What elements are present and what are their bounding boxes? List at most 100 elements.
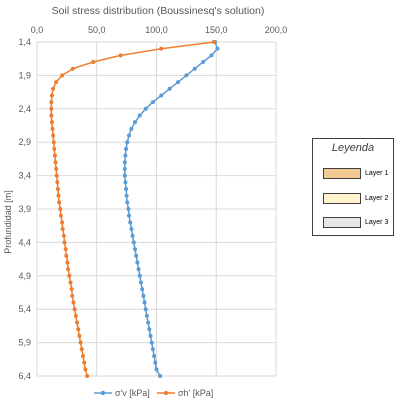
y-tick-label: 2,9 [18, 137, 31, 147]
data-point [85, 374, 90, 378]
data-point [152, 353, 157, 358]
data-point [124, 146, 129, 151]
data-point [82, 360, 87, 365]
layer-3-swatch [323, 217, 361, 228]
layer-2-swatch [323, 193, 361, 204]
x-tick-label: 200,0 [265, 25, 288, 35]
data-point [78, 340, 83, 345]
data-point [128, 220, 133, 225]
data-point [125, 140, 130, 145]
y-tick-label: 5,4 [18, 304, 31, 314]
data-point [56, 193, 61, 198]
data-point [49, 100, 54, 105]
data-point [76, 327, 81, 332]
data-point [209, 53, 214, 58]
data-point [49, 93, 54, 98]
data-point [147, 327, 152, 332]
data-point [211, 40, 216, 44]
data-point [126, 207, 131, 211]
legend-label: σ'v [kPa] [115, 388, 150, 398]
data-point [71, 300, 76, 305]
chart-series [49, 40, 220, 378]
data-point [55, 180, 60, 185]
series-2 [49, 40, 216, 378]
data-point [49, 120, 54, 125]
chart-title: Soil stress distribution (Boussinesq's s… [52, 5, 265, 17]
legend-marker [163, 390, 169, 396]
data-point [158, 374, 163, 378]
data-point [167, 86, 172, 91]
x-tick-label: 50,0 [88, 25, 106, 35]
data-point [81, 353, 86, 358]
y-tick-label: 1,9 [18, 70, 31, 80]
data-point [52, 153, 57, 158]
data-point [64, 253, 69, 258]
data-point [159, 46, 164, 51]
data-point [131, 240, 136, 245]
data-point [69, 287, 74, 292]
chart-legend: σ'v [kPa] σh' [kPa] [94, 388, 213, 398]
chart-grid [36, 41, 277, 377]
data-point [132, 247, 137, 252]
data-point [143, 307, 148, 312]
data-point [75, 320, 80, 325]
data-point [130, 233, 135, 238]
data-point [91, 60, 96, 65]
data-point [154, 367, 159, 372]
data-point [137, 113, 142, 118]
data-point [118, 53, 123, 58]
data-point [54, 80, 59, 85]
data-point [159, 93, 164, 98]
x-axis-ticks: 0,0 50,0 100,0 150,0 200,0 [31, 25, 288, 35]
data-point [49, 113, 54, 118]
data-point [66, 267, 71, 272]
data-point [153, 360, 158, 365]
y-tick-label: 2,4 [18, 104, 31, 114]
data-point [70, 293, 75, 298]
data-point [138, 280, 143, 285]
data-point [122, 166, 127, 171]
data-point [60, 227, 65, 232]
data-point [127, 213, 132, 218]
data-point [149, 340, 154, 345]
data-point [122, 160, 127, 165]
data-point [141, 293, 146, 298]
data-point [150, 347, 155, 352]
data-point [184, 73, 189, 78]
data-point [51, 86, 56, 91]
data-point [61, 233, 66, 238]
data-point [143, 106, 148, 111]
data-point [148, 333, 153, 338]
data-point [192, 66, 197, 71]
layer-2-label: Layer 2 [365, 195, 389, 202]
layer-1-label: Layer 1 [365, 170, 389, 177]
data-point [62, 240, 67, 245]
data-point [129, 126, 134, 131]
y-tick-label: 4,4 [18, 237, 31, 247]
data-point [67, 273, 72, 278]
data-point [137, 273, 142, 278]
y-tick-label: 4,9 [18, 271, 31, 281]
data-point [63, 247, 68, 252]
data-point [60, 220, 65, 225]
data-point [136, 267, 141, 272]
x-tick-label: 0,0 [31, 25, 44, 35]
data-point [58, 213, 63, 218]
data-point [70, 66, 75, 71]
data-point [123, 153, 128, 158]
data-point [140, 287, 145, 292]
data-point [129, 227, 134, 232]
layer-1-swatch [323, 168, 361, 179]
data-point [123, 180, 128, 185]
y-tick-label: 6,4 [18, 371, 31, 381]
x-tick-label: 100,0 [145, 25, 168, 35]
layer-3-label: Layer 3 [365, 219, 389, 226]
data-point [55, 186, 60, 191]
y-tick-label: 3,9 [18, 204, 31, 214]
data-point [49, 106, 54, 111]
legend-marker [100, 390, 106, 396]
data-point [73, 313, 78, 318]
data-point [68, 280, 73, 285]
data-point [124, 193, 129, 198]
